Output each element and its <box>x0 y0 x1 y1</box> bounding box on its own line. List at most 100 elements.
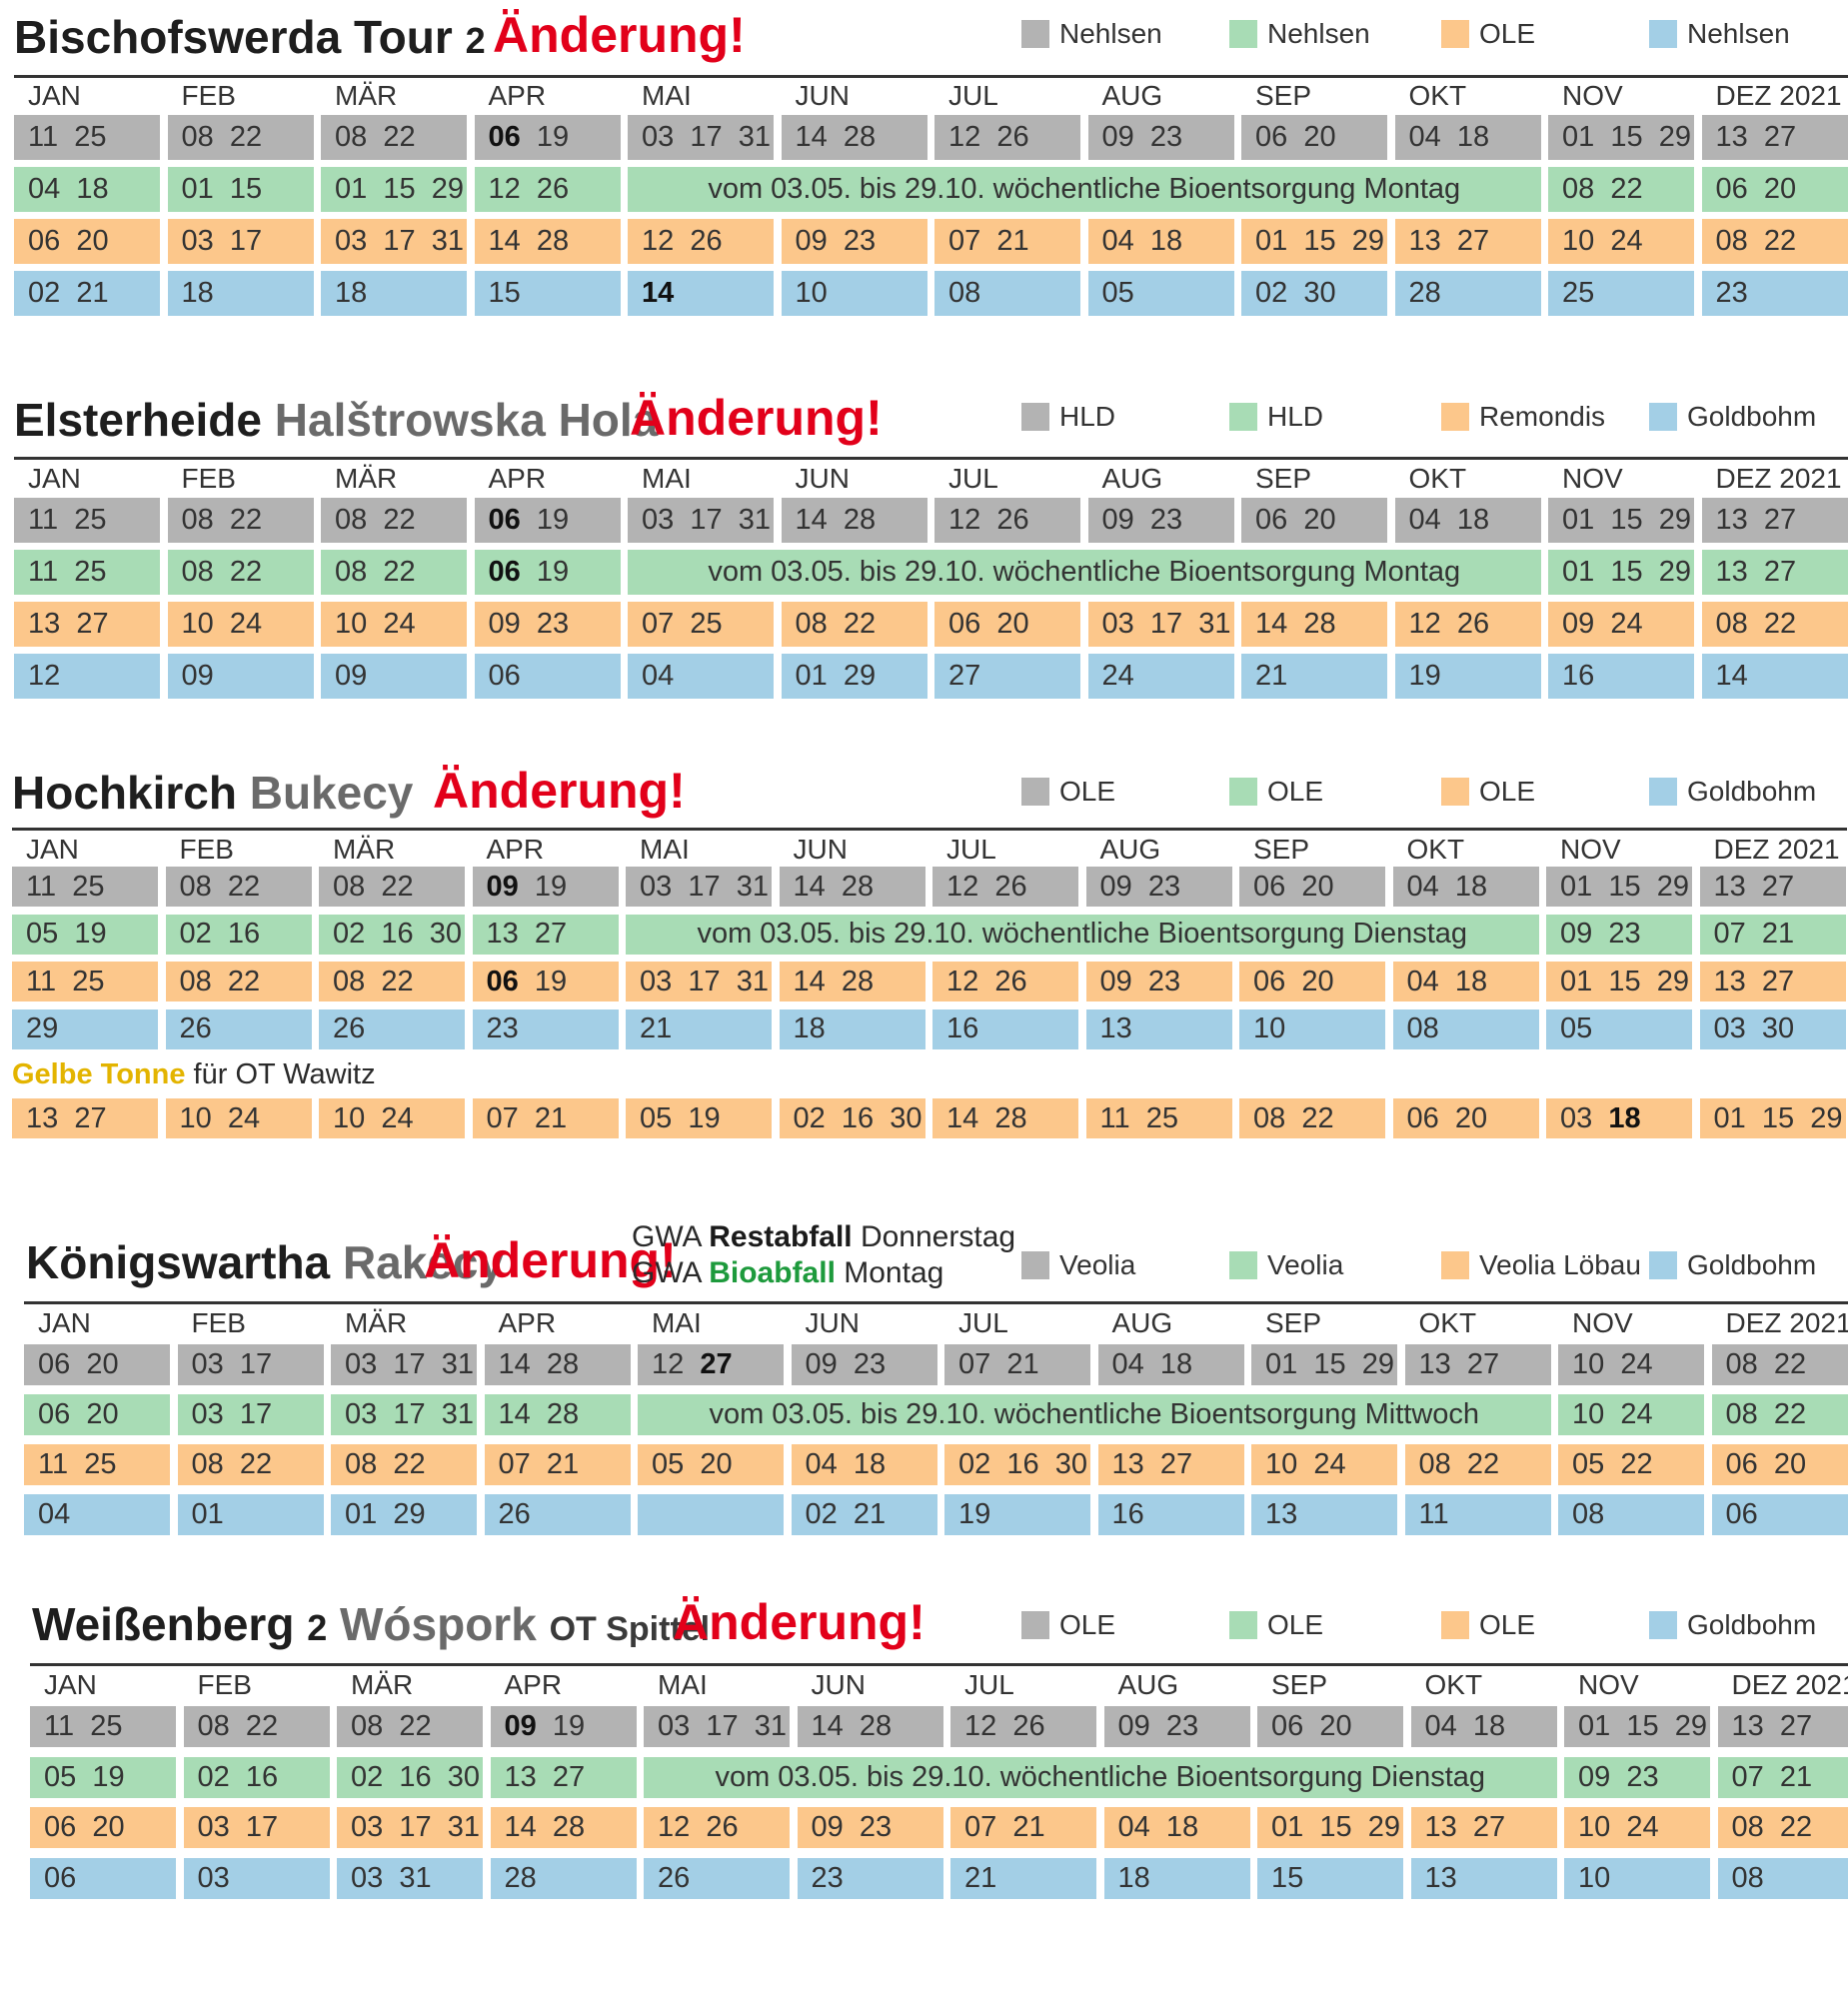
date-value: 14 28 <box>504 1811 586 1843</box>
legend-item: Nehlsen <box>1229 20 1370 48</box>
legend-label: Veolia <box>1267 1249 1344 1280</box>
date-value: 26 <box>179 1012 212 1044</box>
date-cell: 26 <box>484 1494 631 1535</box>
month-header: JUN <box>811 1669 866 1700</box>
date-cell: 01 <box>177 1494 324 1535</box>
date-value: 08 22 <box>335 504 416 536</box>
month-header: AUG <box>1099 834 1161 865</box>
date-value: 06 <box>488 121 521 153</box>
legend-label: Goldbohm <box>1687 776 1817 807</box>
date-cell: 01 15 29 <box>1548 550 1694 595</box>
month-header: NOV <box>1572 1307 1633 1338</box>
date-value: 03 17 31 <box>640 870 769 903</box>
date-cell: 10 24 <box>167 602 314 647</box>
date-value: 14 28 <box>1255 608 1336 640</box>
date-cell: 02 21 <box>14 271 160 316</box>
legend-label: Remondis <box>1479 401 1606 432</box>
date-value: 26 <box>498 1498 531 1530</box>
date-value: 14 <box>642 277 675 309</box>
municipality-name: Bischofswerda Tour <box>14 11 453 63</box>
date-value: 08 <box>1406 1012 1439 1044</box>
date-cell: 11 25 <box>1085 1098 1232 1138</box>
date-cell: 07 21 <box>484 1444 631 1485</box>
date-value: 03 17 31 <box>351 1811 480 1843</box>
date-value: 08 22 <box>1562 173 1643 205</box>
date-cell: 10 24 <box>321 602 467 647</box>
date-value: 07 21 <box>1713 918 1795 950</box>
date-cell: 08 22 <box>331 1444 477 1485</box>
date-value: 10 24 <box>1265 1448 1346 1480</box>
date-cell: 08 22 <box>337 1706 483 1747</box>
date-value: 03 30 <box>1713 1012 1795 1044</box>
date-value: 14 28 <box>498 1398 580 1430</box>
date-cell: 08 22 <box>1701 219 1848 264</box>
date-cell: 08 <box>1717 1857 1848 1899</box>
date-cell: 14 28 <box>490 1807 637 1848</box>
date-value: 16 <box>1111 1498 1144 1530</box>
schedule-section: Elsterheide Halštrowska Hola Änderung! HLD… <box>0 385 1848 765</box>
date-cell: 07 21 <box>1717 1756 1848 1798</box>
date-cell: 02 16 30 <box>319 914 465 955</box>
date-value: 25 <box>1562 277 1595 309</box>
date-value: 14 28 <box>795 121 877 153</box>
date-value: 01 15 29 <box>1562 121 1691 153</box>
legend-swatch <box>1229 1611 1257 1639</box>
date-value: 09 24 <box>1562 608 1643 640</box>
month-header: DEZ 2021 <box>1725 1307 1848 1338</box>
bio-weekly-note: vom 03.05. bis 29.10. wöchentliche Bioen… <box>628 167 1541 212</box>
month-header: APR <box>488 463 547 494</box>
date-value: 19 <box>520 504 570 536</box>
legend-label: Nehlsen <box>1267 18 1370 49</box>
date-cell: 08 22 <box>319 867 465 907</box>
date-value: 01 15 29 <box>1578 1710 1707 1742</box>
date-value: 09 <box>504 1710 537 1742</box>
date-value: 09 23 <box>1101 121 1183 153</box>
month-header: DEZ 2021 <box>1715 80 1842 111</box>
date-cell: 11 25 <box>14 498 160 543</box>
date-cell: 06 20 <box>1239 962 1385 1001</box>
date-value: 13 27 <box>26 1101 107 1134</box>
date-value: 06 20 <box>28 225 109 257</box>
date-value: 15 <box>1271 1861 1304 1894</box>
legend-label: Veolia Löbau <box>1479 1249 1641 1280</box>
legend-item: OLE <box>1021 778 1115 806</box>
header-rule <box>14 457 1848 460</box>
date-cell: 13 27 <box>1699 867 1846 907</box>
date-cell: 09 24 <box>1548 602 1694 647</box>
legend-item: Goldbohm <box>1649 1611 1816 1639</box>
date-value: 13 27 <box>1715 504 1797 536</box>
date-value: 26 <box>658 1861 691 1894</box>
date-cell: 12 27 <box>638 1344 784 1385</box>
date-value: 08 <box>948 277 981 309</box>
legend-swatch <box>1649 20 1677 48</box>
date-value: 06 20 <box>1255 121 1336 153</box>
date-value: 03 <box>197 1861 230 1894</box>
legend-item: OLE <box>1441 20 1535 48</box>
legend-swatch <box>1649 1611 1677 1639</box>
month-header: FEB <box>181 80 236 111</box>
date-value: 03 17 31 <box>335 225 464 257</box>
date-cell: 13 27 <box>472 914 619 955</box>
date-value: 14 28 <box>793 965 875 998</box>
date-cell: 03 31 <box>337 1857 483 1899</box>
date-value: 05 19 <box>26 918 107 950</box>
legend-swatch <box>1021 403 1049 431</box>
legend-label: OLE <box>1267 1609 1324 1640</box>
date-cell: 03 17 31 <box>331 1394 477 1435</box>
date-value: 13 <box>1424 1861 1457 1894</box>
header-rule <box>30 1663 1848 1666</box>
date-value: 02 16 30 <box>333 918 462 950</box>
date-value: 13 27 <box>28 608 109 640</box>
date-value: 18 <box>1117 1861 1150 1894</box>
date-cell: 08 22 <box>321 550 467 595</box>
month-header: MÄR <box>345 1307 408 1338</box>
date-value: 08 22 <box>345 1448 426 1480</box>
date-value: 08 22 <box>1715 225 1797 257</box>
month-header: APR <box>498 1307 557 1338</box>
schedule-section: Weißenberg 2 Wóspork OT Spittel Änderung!… <box>0 1591 1848 1971</box>
date-value: 01 15 29 <box>1562 556 1691 588</box>
date-cell: 08 22 <box>167 550 314 595</box>
date-cell: 16 <box>1097 1494 1244 1535</box>
date-value: 16 <box>1562 660 1595 692</box>
legend-item: Goldbohm <box>1649 1251 1816 1279</box>
